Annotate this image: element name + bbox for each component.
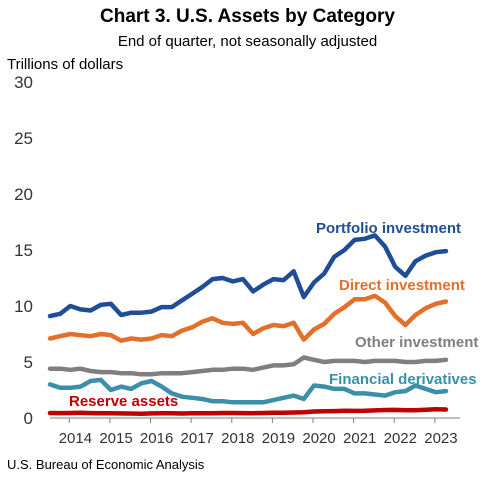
y-tick-label: 0 bbox=[24, 409, 33, 428]
y-tick-label: 25 bbox=[14, 129, 33, 148]
x-tick-label: 2023 bbox=[424, 430, 457, 447]
series-label-reserve-assets: Reserve assets bbox=[69, 393, 178, 410]
x-tick-label: 2020 bbox=[302, 430, 335, 447]
series-label-direct-investment: Direct investment bbox=[339, 277, 465, 294]
series-line-financial-derivatives bbox=[47, 377, 449, 405]
series-line-reserve-assets bbox=[47, 407, 449, 416]
y-tick-label: 20 bbox=[14, 185, 33, 204]
y-tick-label: 15 bbox=[14, 241, 33, 260]
series-label-financial-derivatives: Financial derivatives bbox=[329, 371, 477, 388]
series-line-portfolio-investment bbox=[47, 233, 449, 319]
x-tick-label: 2018 bbox=[221, 430, 254, 447]
y-tick-label: 5 bbox=[24, 353, 33, 372]
y-tick-label: 30 bbox=[14, 73, 33, 92]
chart-subtitle: End of quarter, not seasonally adjusted bbox=[117, 33, 378, 50]
x-tick-label: 2015 bbox=[99, 430, 132, 447]
x-tick-label: 2014 bbox=[59, 430, 92, 447]
y-axis-unit-label: Trillions of dollars bbox=[7, 56, 124, 73]
y-tick-label: 10 bbox=[14, 297, 33, 316]
x-tick-label: 2016 bbox=[140, 430, 173, 447]
series-label-other-investment: Other investment bbox=[355, 334, 478, 351]
series-line-direct-investment bbox=[47, 293, 449, 343]
source-note: U.S. Bureau of Economic Analysis bbox=[7, 457, 205, 472]
series-line-other-investment bbox=[47, 355, 449, 377]
x-tick-label: 2019 bbox=[262, 430, 295, 447]
x-tick-label: 2017 bbox=[181, 430, 214, 447]
chart-title: Chart 3. U.S. Assets by Category bbox=[100, 6, 395, 27]
x-tick-label: 2021 bbox=[343, 430, 376, 447]
x-tick-label: 2022 bbox=[384, 430, 417, 447]
series-label-portfolio-investment: Portfolio investment bbox=[316, 220, 461, 237]
